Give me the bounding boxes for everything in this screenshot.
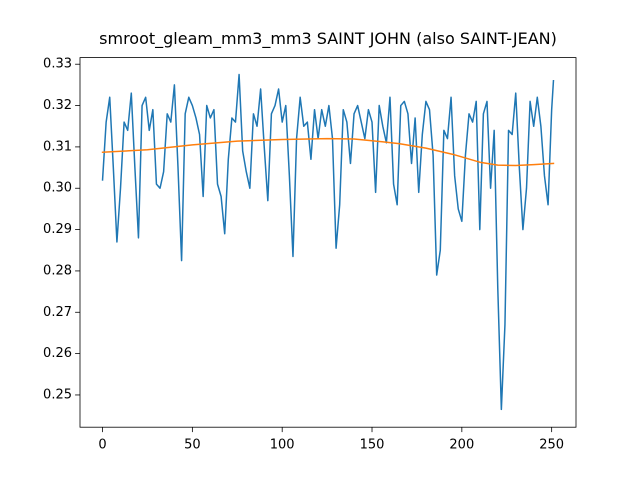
y-tick-label: 0.29 [43, 222, 72, 237]
x-tick-label: 200 [449, 438, 474, 453]
y-tick-label: 0.27 [43, 305, 72, 320]
x-tick-label: 0 [98, 438, 106, 453]
y-tick-label: 0.28 [43, 263, 72, 278]
y-tick-label: 0.30 [43, 181, 72, 196]
plot-frame [79, 57, 577, 428]
x-tick-label: 100 [270, 438, 295, 453]
x-tick-label: 250 [539, 438, 564, 453]
y-tick-label: 0.31 [43, 139, 72, 154]
chart-title: smroot_gleam_mm3_mm3 SAINT JOHN (also SA… [99, 29, 557, 49]
y-tick-label: 0.32 [43, 98, 72, 113]
x-tick-label: 50 [184, 438, 201, 453]
y-tick-label: 0.33 [43, 57, 72, 72]
data-line [101, 73, 555, 411]
data-line [101, 137, 555, 167]
x-tick-label: 150 [360, 438, 385, 453]
y-tick-label: 0.25 [43, 387, 72, 402]
y-tick-label: 0.26 [43, 346, 72, 361]
